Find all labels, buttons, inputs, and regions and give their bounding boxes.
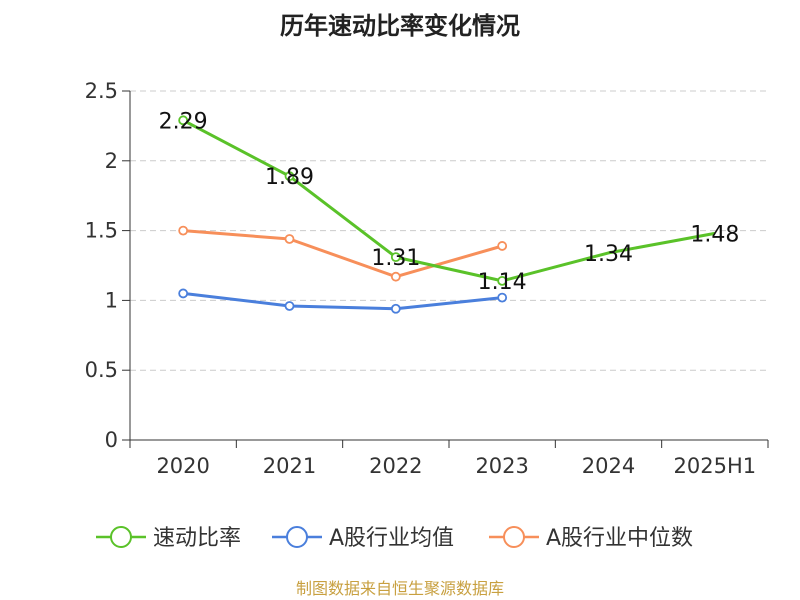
data-label: 2.29 [159,109,208,134]
data-label: 1.14 [478,270,527,295]
data-label: 1.31 [371,246,420,271]
data-point [390,303,401,314]
data-point [497,292,508,303]
series-line [182,118,716,283]
data-label: 1.34 [584,242,633,267]
chart-title: 历年速动比率变化情况 [280,12,520,40]
legend[interactable]: 速动比率 A股行业均值 A股行业中位数 [96,526,693,551]
x-tick-label: 2024 [582,454,635,478]
y-tick-label: 0.5 [85,358,118,382]
series-lines [178,115,716,314]
data-point [178,115,189,126]
data-label: 1.89 [265,165,314,190]
legend-label: A股行业中位数 [546,526,693,551]
series-line [183,291,503,311]
data-point [178,288,189,299]
gridlines [130,90,768,371]
data-point [284,171,295,182]
data-labels: 2.29 1.89 1.31 1.14 1.34 1.48 [159,109,740,295]
legend-marker [286,526,308,548]
y-tick-label: 1.5 [85,219,118,243]
legend-item[interactable]: A股行业均值 [272,526,454,551]
series-line [183,229,503,279]
data-point [178,225,189,236]
axes: 0 0.5 1 1.5 2 2.5 2020 2021 2022 2023 2024 2025H1 [85,79,769,478]
y-tick-label: 0 [105,428,118,452]
y-tick-label: 2 [105,149,118,173]
y-tick-label: 1 [105,288,118,312]
data-point [497,241,508,251]
data-point [390,252,401,263]
legend-marker [110,526,132,548]
x-tick-label: 2021 [263,454,316,478]
data-point [284,301,295,311]
legend-label: 速动比率 [153,526,241,551]
x-tick-label: 2025H1 [674,454,757,478]
source-footer: 制图数据来自恒生聚源数据库 [296,579,504,598]
x-tick-label: 2023 [475,454,528,478]
x-tick-label: 2020 [156,454,209,478]
x-tick-label: 2022 [369,454,422,478]
data-label: 1.48 [690,222,739,247]
data-point [284,234,295,244]
legend-item[interactable]: 速动比率 [96,526,241,551]
data-point [497,275,508,286]
legend-marker [503,526,525,548]
y-tick-label: 2.5 [85,79,118,103]
legend-label: A股行业均值 [329,526,454,551]
data-point [390,271,401,282]
legend-item[interactable]: A股行业中位数 [489,526,693,551]
